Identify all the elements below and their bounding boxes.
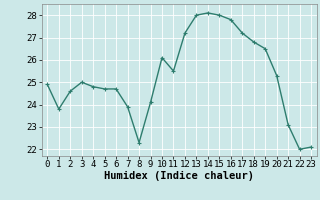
X-axis label: Humidex (Indice chaleur): Humidex (Indice chaleur)	[104, 171, 254, 181]
